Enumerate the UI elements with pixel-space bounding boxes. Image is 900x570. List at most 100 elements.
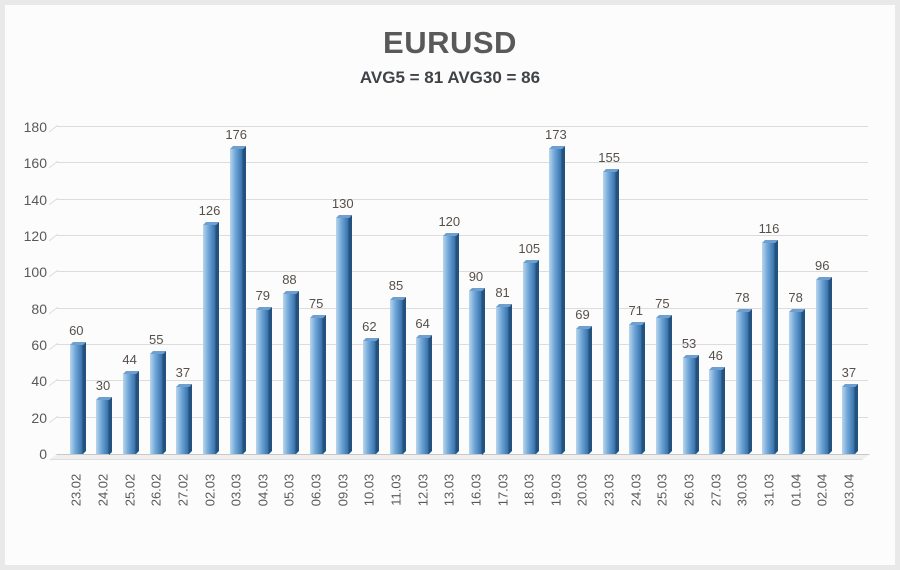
bar-side-face <box>615 169 619 454</box>
bar-column: 64 <box>409 127 436 454</box>
x-tick-label: 03.04 <box>841 473 857 507</box>
x-tick: 31.03 <box>756 460 783 532</box>
bar <box>549 146 566 454</box>
bar <box>149 351 166 454</box>
bar <box>442 233 459 454</box>
x-tick: 01.04 <box>782 460 809 532</box>
bar-column: 90 <box>463 127 490 454</box>
bar-side-face <box>295 291 299 454</box>
x-tick: 30.03 <box>729 460 756 532</box>
bar-column: 75 <box>649 127 676 454</box>
x-tick: 13.03 <box>436 460 463 532</box>
bar-column: 62 <box>356 127 383 454</box>
x-tick: 02.04 <box>809 460 836 532</box>
x-tick: 23.03 <box>596 460 623 532</box>
bar-column: 120 <box>436 127 463 454</box>
bar <box>629 322 646 454</box>
bar <box>336 214 353 454</box>
y-tick-label: 60 <box>31 337 47 354</box>
x-tick: 25.03 <box>649 460 676 532</box>
bar-column: 105 <box>516 127 543 454</box>
bar-value-label: 62 <box>362 319 377 335</box>
bar-value-label: 44 <box>122 352 137 368</box>
x-tick: 10.03 <box>356 460 383 532</box>
bar-side-face <box>482 287 486 454</box>
x-tick-label: 04.03 <box>255 473 271 507</box>
bar-column: 88 <box>276 127 303 454</box>
bar-side-face <box>535 260 539 454</box>
x-tick: 23.02 <box>63 460 90 532</box>
bar-value-label: 37 <box>841 364 857 380</box>
x-tick-label: 01.04 <box>788 473 804 507</box>
bar-side-face <box>668 314 672 454</box>
y-tick-label: 40 <box>31 373 47 390</box>
bar-value-label: 96 <box>815 257 830 273</box>
bar-side-face <box>82 342 86 454</box>
bar-side-face <box>375 338 379 454</box>
x-tick: 18.03 <box>516 460 543 532</box>
x-tick-label: 25.02 <box>122 473 138 507</box>
bar-value-label: 79 <box>255 288 271 304</box>
x-tick-label: 20.03 <box>574 473 590 507</box>
bar-value-label: 75 <box>655 295 670 311</box>
x-tick-label: 24.02 <box>95 473 111 507</box>
bar-value-label: 37 <box>175 364 191 380</box>
x-tick-label: 11.03 <box>388 474 404 506</box>
x-tick-label: 09.03 <box>335 473 351 507</box>
chart-title: EURUSD <box>383 25 517 60</box>
bar-side-face <box>109 396 113 454</box>
bar-column: 176 <box>223 127 250 454</box>
gridline <box>57 271 868 273</box>
x-tick-label: 10.03 <box>361 473 377 507</box>
bar-value-label: 155 <box>598 150 620 166</box>
x-tick: 03.04 <box>836 460 863 532</box>
bar-value-label: 64 <box>415 315 430 331</box>
x-tick: 03.03 <box>223 460 250 532</box>
x-tick-label: 23.02 <box>68 473 84 507</box>
bar-column: 85 <box>383 127 410 454</box>
x-tick: 24.03 <box>622 460 649 532</box>
bar-side-face <box>695 354 699 454</box>
bar <box>416 334 433 454</box>
x-tick-label: 27.02 <box>175 473 191 507</box>
bar-value-label: 53 <box>681 335 697 351</box>
bar <box>762 240 779 454</box>
x-tick: 11.03 <box>383 460 410 532</box>
bar <box>282 291 299 454</box>
x-tick-label: 27.03 <box>708 473 724 507</box>
bar-column: 78 <box>729 127 756 454</box>
y-tick-label: 80 <box>31 300 47 317</box>
bar-side-face <box>802 309 806 454</box>
bar <box>69 342 86 454</box>
x-axis: 23.02 24.02 25.02 26.02 27.02 02.03 03.03 04.03… <box>63 460 862 532</box>
bar-value-label: 130 <box>331 195 354 211</box>
bar-value-label: 78 <box>788 290 803 306</box>
bar <box>96 396 113 454</box>
chart-subtitle: AVG5 = 81 AVG30 = 86 <box>359 68 541 87</box>
y-tick-label: 160 <box>23 155 47 172</box>
chart-floor <box>49 454 870 460</box>
x-tick-label: 12.03 <box>415 473 431 507</box>
bar-value-label: 55 <box>149 332 164 348</box>
bar-column: 130 <box>329 127 356 454</box>
bar <box>655 314 672 454</box>
x-tick: 05.03 <box>276 460 303 532</box>
x-tick-label: 02.04 <box>814 473 830 507</box>
y-tick-label: 20 <box>31 409 47 426</box>
x-tick-label: 17.03 <box>495 473 511 507</box>
bar-column: 173 <box>543 127 570 454</box>
bar <box>176 383 193 454</box>
bar <box>602 169 619 454</box>
plot-area: 0 20 40 60 80 100 120 140 160 180 60 30 44 55 37 126 17… <box>24 119 868 462</box>
x-tick: 09.03 <box>329 460 356 532</box>
bar-side-face <box>509 303 513 454</box>
x-tick-label: 06.03 <box>308 473 324 507</box>
x-tick-label: 19.03 <box>548 473 564 507</box>
bar-side-face <box>322 314 326 454</box>
bar-side-face <box>216 222 220 454</box>
x-tick: 20.03 <box>569 460 596 532</box>
bar-column: 81 <box>489 127 516 454</box>
gridline <box>57 126 868 127</box>
bar-side-face <box>349 214 353 454</box>
x-tick: 17.03 <box>489 460 516 532</box>
